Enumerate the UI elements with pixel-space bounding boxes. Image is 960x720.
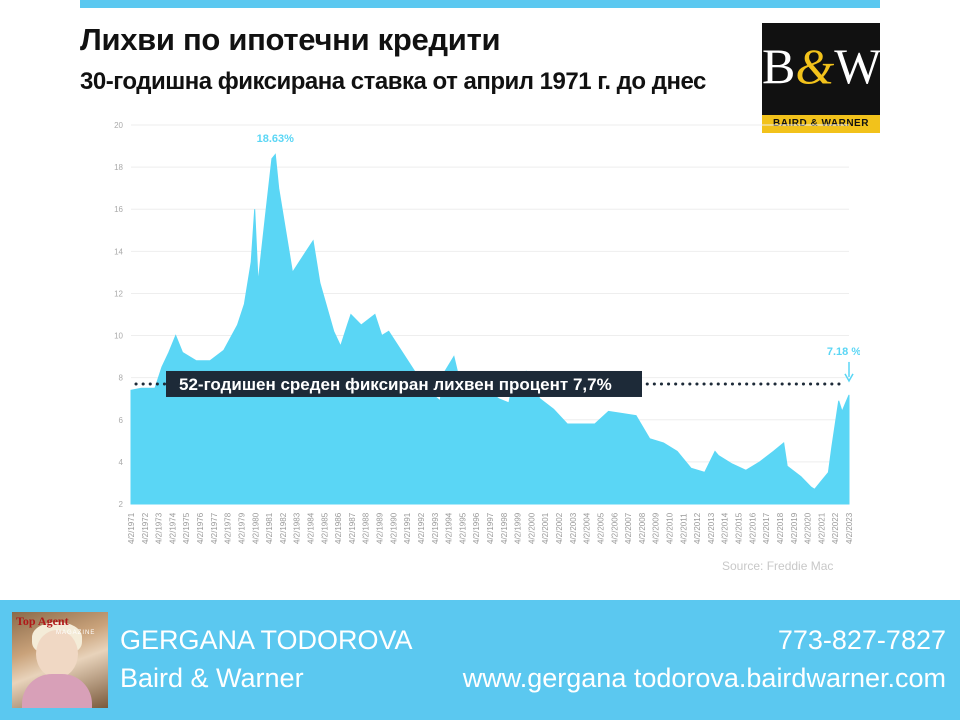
y-tick-label: 10: [114, 332, 123, 341]
current-annotation: 7.18 %: [827, 346, 860, 358]
agent-website[interactable]: www.gergana todorova.bairdwarner.com: [462, 663, 946, 693]
average-line-group: 52-годишен среден фиксиран лихвен процен…: [134, 370, 844, 397]
mortgage-rate-chart: 52-годишен среден фиксиран лихвен процен…: [114, 121, 860, 544]
x-tick-label: 4/2/1975: [182, 512, 191, 544]
logo-monogram: B&W: [762, 37, 882, 95]
x-tick-label: 4/2/1984: [307, 512, 316, 544]
x-tick-label: 4/2/1987: [348, 512, 357, 544]
x-tick-label: 4/2/2012: [693, 512, 702, 544]
x-tick-label: 4/2/2017: [762, 512, 771, 544]
y-axis-ticks: 2 4 6 8 10 12 14 16 18 20: [114, 121, 123, 509]
chart-area-series: [130, 153, 850, 505]
y-tick-label: 18: [114, 163, 123, 172]
x-tick-label: 4/2/1978: [224, 512, 233, 544]
logo-ampersand: &: [795, 38, 835, 94]
average-line-label: 52-годишен среден фиксиран лихвен процен…: [179, 375, 612, 394]
y-tick-label: 20: [114, 121, 123, 130]
x-tick-label: 4/2/1994: [445, 512, 454, 544]
y-tick-label: 6: [119, 416, 124, 425]
x-tick-label: 4/2/2001: [541, 512, 550, 544]
x-tick-label: 4/2/1990: [389, 512, 398, 544]
x-tick-label: 4/2/2010: [666, 512, 675, 544]
x-tick-label: 4/2/1988: [362, 512, 371, 544]
x-tick-label: 4/2/1979: [238, 512, 247, 544]
x-tick-label: 4/2/1980: [251, 512, 260, 544]
current-arrow-head: [844, 373, 854, 383]
top-accent-bar: [80, 0, 880, 8]
x-tick-label: 4/2/2019: [790, 512, 799, 544]
x-tick-label: 4/2/1998: [500, 512, 509, 544]
logo-w: W: [834, 38, 882, 94]
chart-annotations: 18.63% 7.18 %: [257, 133, 860, 383]
rate-area: [130, 153, 850, 505]
y-tick-label: 4: [119, 458, 124, 467]
chart-source: Source: Freddie Mac: [722, 559, 834, 573]
x-tick-label: 4/2/2003: [569, 512, 578, 544]
agent-phone[interactable]: 773-827-7827: [777, 625, 946, 655]
x-axis-ticks: 4/2/1971 4/2/1972 4/2/1973 4/2/1974 4/2/1975…: [127, 512, 854, 544]
x-tick-label: 4/2/2014: [721, 512, 730, 544]
photo-magazine-title: Top Agent: [16, 614, 69, 628]
x-tick-label: 4/2/1999: [514, 512, 523, 544]
agent-company: Baird & Warner: [120, 663, 304, 693]
x-tick-label: 4/2/1989: [376, 512, 385, 544]
logo-name: BAIRD & WARNER: [762, 115, 880, 133]
x-tick-label: 4/2/1986: [334, 512, 343, 544]
average-label-box: [166, 370, 642, 397]
logo-b: B: [762, 38, 796, 94]
x-tick-label: 4/2/1991: [403, 512, 412, 544]
page-title: Лихви по ипотечни кредити: [80, 22, 501, 57]
y-tick-label: 12: [114, 289, 123, 298]
x-tick-label: 4/2/2002: [555, 512, 564, 544]
x-tick-label: 4/2/2018: [776, 512, 785, 544]
x-tick-label: 4/2/2004: [583, 512, 592, 544]
x-tick-label: 4/2/1996: [472, 512, 481, 544]
x-tick-label: 4/2/2008: [638, 512, 647, 544]
x-tick-label: 4/2/1982: [279, 512, 288, 544]
baird-warner-logo: B&W BAIRD & WARNER: [762, 23, 882, 133]
y-tick-label: 16: [114, 205, 123, 214]
x-tick-label: 4/2/1995: [458, 512, 467, 544]
agent-footer: Top Agent MAGAZINE GERGANA TODOROVA Bair…: [0, 600, 960, 720]
agent-photo: Top Agent MAGAZINE: [12, 612, 108, 708]
x-tick-label: 4/2/2021: [817, 512, 826, 544]
x-tick-label: 4/2/1997: [486, 512, 495, 544]
x-tick-label: 4/2/1985: [320, 512, 329, 544]
x-tick-label: 4/2/1976: [196, 512, 205, 544]
x-tick-label: 4/2/1972: [141, 512, 150, 544]
x-tick-label: 4/2/1977: [210, 512, 219, 544]
x-tick-label: 4/2/2022: [831, 512, 840, 544]
x-tick-label: 4/2/1974: [168, 512, 177, 544]
x-tick-label: 4/2/1992: [417, 512, 426, 544]
x-tick-label: 4/2/2007: [624, 512, 633, 544]
x-tick-label: 4/2/1993: [431, 512, 440, 544]
x-tick-label: 4/2/2009: [652, 512, 661, 544]
photo-magazine-sub: MAGAZINE: [56, 630, 96, 636]
agent-name: GERGANA TODOROVA: [120, 625, 413, 655]
x-tick-label: 4/2/1983: [293, 512, 302, 544]
x-tick-label: 4/2/2020: [804, 512, 813, 544]
x-tick-label: 4/2/1971: [127, 512, 136, 544]
x-tick-label: 4/2/1973: [155, 512, 164, 544]
y-tick-label: 8: [119, 374, 124, 383]
x-tick-label: 4/2/2013: [707, 512, 716, 544]
x-tick-label: 4/2/2011: [679, 513, 688, 544]
x-tick-label: 4/2/2005: [597, 512, 606, 544]
y-tick-label: 14: [114, 247, 123, 256]
y-tick-label: 2: [119, 500, 124, 509]
x-tick-label: 4/2/2023: [845, 512, 854, 544]
peak-annotation: 18.63%: [257, 133, 295, 145]
x-tick-label: 4/2/2000: [527, 512, 536, 544]
x-tick-label: 4/2/1981: [265, 512, 274, 544]
agent-photo-body: [22, 674, 92, 708]
agent-photo-face: [36, 630, 78, 678]
x-tick-label: 4/2/2016: [748, 512, 757, 544]
page-subtitle: 30-годишна фиксирана ставка от април 197…: [80, 68, 706, 95]
x-tick-label: 4/2/2006: [610, 512, 619, 544]
x-tick-label: 4/2/2015: [735, 512, 744, 544]
